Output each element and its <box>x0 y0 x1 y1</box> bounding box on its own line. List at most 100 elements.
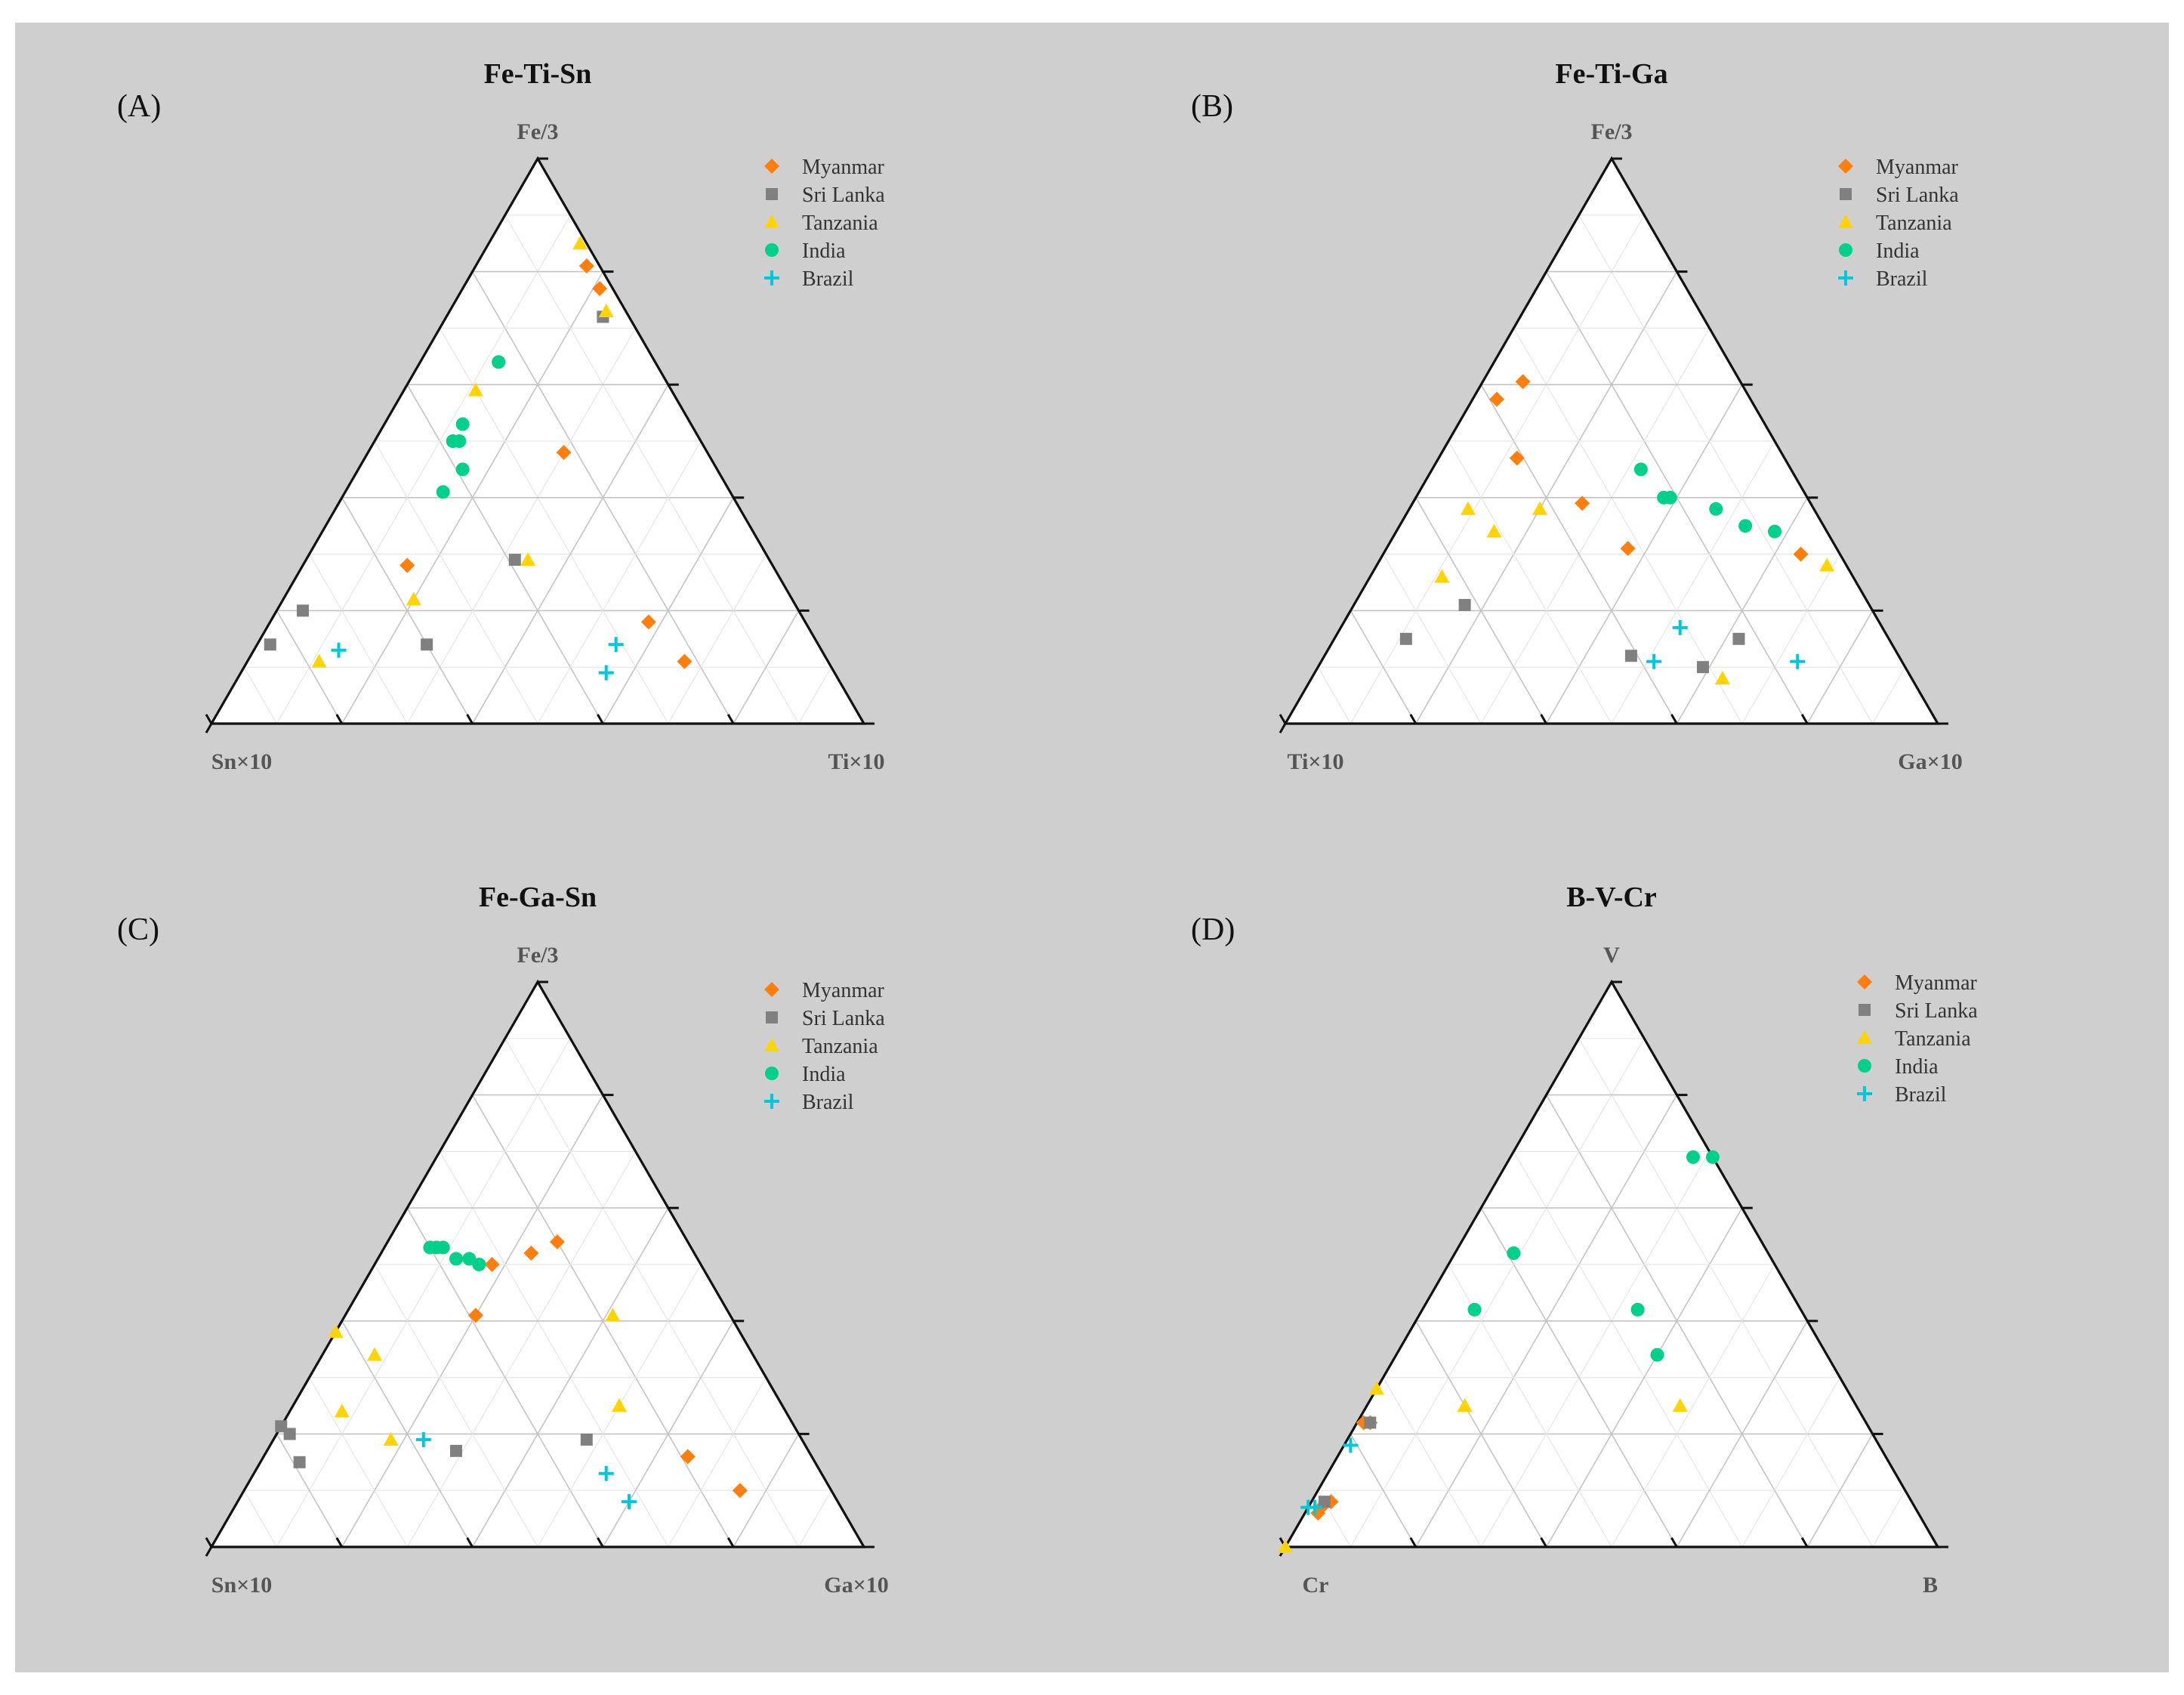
data-point-india <box>1686 1150 1700 1164</box>
grid-line <box>1350 610 1417 724</box>
data-point-myanmar <box>1310 1505 1326 1521</box>
data-point-india <box>455 462 470 477</box>
data-point-tanzania <box>383 1431 399 1446</box>
grid-line <box>1350 1038 1645 1548</box>
axis-tick <box>270 1433 278 1444</box>
data-point-sri-lanka <box>580 1433 593 1446</box>
axis-tick <box>466 270 474 282</box>
legend-marker-india <box>765 1067 779 1080</box>
axis-tick <box>1931 1537 1939 1548</box>
grid-line <box>668 1377 767 1548</box>
legend-label-myanmar: Myanmar <box>802 979 885 1002</box>
data-point-myanmar <box>1515 374 1531 390</box>
axis-tick <box>1409 1537 1417 1548</box>
series-myanmar <box>467 1234 748 1499</box>
legend-marker-tanzania <box>764 1038 779 1051</box>
axis-tick <box>726 1537 735 1548</box>
data-point-sri-lanka <box>1696 661 1709 674</box>
data-point-myanmar <box>1575 496 1590 511</box>
data-point-tanzania <box>1460 501 1476 515</box>
grid-line <box>1611 440 1775 724</box>
data-point-myanmar <box>523 1246 539 1261</box>
series-sri-lanka <box>264 310 609 651</box>
panel-label: (A) <box>117 89 161 124</box>
legend-label-india: India <box>802 1063 846 1086</box>
axis-tick <box>1605 158 1613 168</box>
data-point-brazil <box>1646 653 1662 669</box>
data-point-myanmar <box>467 1308 483 1323</box>
vertex-label-top: Fe/3 <box>517 943 559 968</box>
legend-label-sri-lanka: Sri Lanka <box>802 1007 885 1030</box>
data-point-india <box>1705 1150 1720 1164</box>
legend-marker-sri-lanka <box>766 188 778 200</box>
axis-tick <box>1474 384 1482 395</box>
legend-label-india: India <box>1895 1055 1939 1079</box>
axis-tick <box>1670 1537 1678 1548</box>
axis-tick <box>466 714 474 724</box>
figure-background: Fe-Ti-Sn (A) Fe/3 Sn×10 Ti×10 Myanmar Sri Lank… <box>15 23 2169 1672</box>
data-point-tanzania <box>1819 557 1835 572</box>
legend: Myanmar Sri Lanka Tanzania India Brazil <box>764 156 885 291</box>
ternary-frame <box>209 979 866 1548</box>
data-point-myanmar <box>578 258 594 274</box>
grid-line <box>537 440 702 724</box>
data-point-tanzania <box>367 1347 382 1361</box>
grid-line <box>1676 1320 1808 1548</box>
grid-line <box>1350 1433 1417 1548</box>
vertex-label-right: B <box>1923 1573 1938 1598</box>
vertex-label-top: Fe/3 <box>1591 119 1633 144</box>
grid-line <box>1676 497 1808 724</box>
data-point-myanmar <box>549 1234 565 1250</box>
grid-line <box>1415 497 1547 724</box>
ternary-frame <box>1283 979 1940 1548</box>
axis-tick <box>857 1537 865 1548</box>
legend-marker-brazil <box>1838 270 1853 286</box>
legend-label-tanzania: Tanzania <box>802 1035 878 1058</box>
axis-tick <box>400 1207 409 1218</box>
legend-marker-tanzania <box>1857 1030 1872 1044</box>
axis-tick <box>597 1537 604 1548</box>
chart-title: Fe-Ga-Sn <box>479 881 597 913</box>
data-point-tanzania <box>598 303 614 317</box>
data-point-tanzania <box>467 382 483 397</box>
grid-line <box>1611 1264 1775 1548</box>
series-myanmar <box>399 258 693 669</box>
data-point-india <box>436 485 450 499</box>
data-point-tanzania <box>1457 1398 1473 1412</box>
legend-marker-sri-lanka <box>766 1011 778 1023</box>
grid-line <box>406 328 637 724</box>
panel-label: (D) <box>1191 912 1235 947</box>
grid-line <box>1350 215 1645 724</box>
legend-marker-india <box>765 243 779 257</box>
data-point-brazil <box>1343 1437 1359 1453</box>
grid-line <box>1578 1038 1874 1548</box>
grid-line <box>374 1264 538 1548</box>
data-point-myanmar <box>399 557 415 573</box>
axis-tick <box>1540 1094 1547 1105</box>
data-point-brazil <box>621 1494 637 1510</box>
axis-tick <box>466 1537 474 1548</box>
axis-tick <box>205 723 213 733</box>
legend-label-tanzania: Tanzania <box>1895 1027 1971 1051</box>
data-point-india <box>1709 502 1723 516</box>
grid-line <box>243 1490 277 1548</box>
data-point-myanmar <box>1620 541 1636 557</box>
grid-line <box>243 666 277 724</box>
grid-line <box>733 1433 800 1548</box>
axis-tick <box>1344 610 1352 621</box>
data-point-myanmar <box>677 653 693 669</box>
series-brazil <box>415 1431 637 1510</box>
legend-label-myanmar: Myanmar <box>1876 156 1959 179</box>
legend-marker-myanmar <box>764 159 779 174</box>
data-point-india <box>1630 1302 1645 1317</box>
data-point-tanzania <box>406 591 421 606</box>
legend-label-india: India <box>1876 239 1920 263</box>
vertex-label-left: Cr <box>1303 1573 1329 1598</box>
legend-label-myanmar: Myanmar <box>802 156 885 179</box>
grid-line <box>1480 1151 1710 1548</box>
axis-tick <box>1800 1537 1809 1548</box>
data-point-india <box>1650 1348 1664 1362</box>
chart-title: B-V-Cr <box>1566 881 1657 913</box>
series-india <box>1467 1150 1720 1362</box>
legend-label-sri-lanka: Sri Lanka <box>1876 184 1959 207</box>
